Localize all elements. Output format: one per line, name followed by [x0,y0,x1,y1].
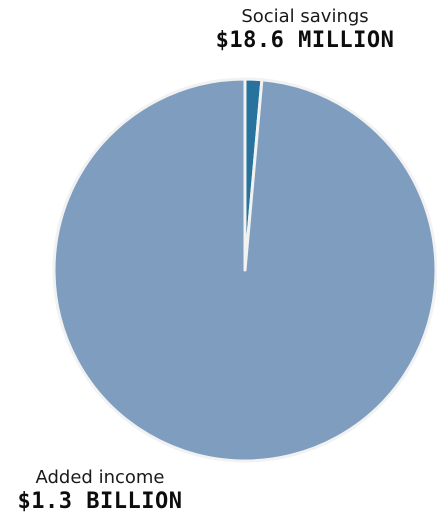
slice-name-added-income: Added income [35,467,165,488]
slice-label-social-savings: Social savings $18.6 MILLION [190,6,420,54]
pie-slice-added-income [52,77,437,463]
slice-label-added-income: Added income $1.3 BILLION [0,467,200,515]
slice-name-social-savings: Social savings [241,6,369,27]
slice-value-social-savings: $18.6 MILLION [215,28,395,53]
slice-value-added-income: $1.3 BILLION [17,489,183,514]
